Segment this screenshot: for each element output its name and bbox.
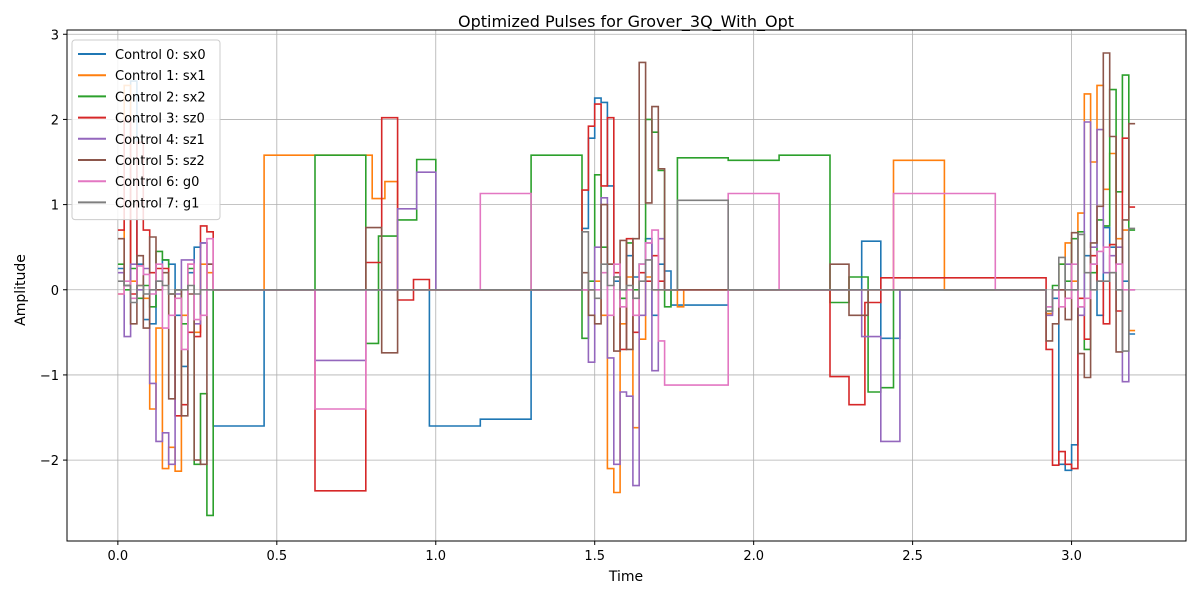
plot-frame xyxy=(66,29,1187,542)
y-tick-label: 3 xyxy=(51,28,59,43)
x-tick-label: 2.5 xyxy=(902,549,923,564)
legend-entry-control-4: Control 4: sz1 xyxy=(115,133,205,148)
x-axis-label: Time xyxy=(608,569,643,585)
x-axis-ticks: 0.0 0.5 1.0 1.5 2.0 2.5 3.0 xyxy=(108,541,1082,564)
y-tick-label: 2 xyxy=(51,113,59,128)
legend-entry-control-5: Control 5: sz2 xyxy=(115,154,205,169)
x-tick-label: 2.0 xyxy=(743,549,764,564)
y-tick-label: 0 xyxy=(51,284,59,299)
series-line-control-7 xyxy=(117,199,1136,352)
legend-entry-control-1: Control 1: sx1 xyxy=(115,69,206,84)
x-tick-label: 3.0 xyxy=(1061,549,1082,564)
x-tick-label: 1.5 xyxy=(584,549,605,564)
y-axis-label: Amplitude xyxy=(13,254,29,326)
x-tick-label: 0.0 xyxy=(108,549,129,564)
legend-box xyxy=(71,39,221,221)
y-tick-label: −2 xyxy=(40,454,59,469)
y-tick-label: −1 xyxy=(40,369,59,384)
series-line-control-6 xyxy=(117,192,1136,410)
y-axis-ticks: −2 −1 0 1 2 3 xyxy=(40,28,67,469)
legend-entry-control-6: Control 6: g0 xyxy=(115,175,199,190)
x-tick-label: 0.5 xyxy=(266,549,287,564)
legend-entry-control-3: Control 3: sz0 xyxy=(115,112,205,127)
series-lines xyxy=(117,52,1136,517)
y-tick-label: 1 xyxy=(51,199,59,214)
series-line-control-5 xyxy=(117,52,1136,466)
legend-entry-control-7: Control 7: g1 xyxy=(115,196,199,211)
legend: Control 0: sx0 Control 1: sx1 Control 2: s… xyxy=(71,39,221,221)
x-tick-label: 1.0 xyxy=(425,549,446,564)
legend-entry-control-0: Control 0: sx0 xyxy=(115,48,206,63)
chart-title: Optimized Pulses for Grover_3Q_With_Opt xyxy=(458,12,794,32)
legend-entry-control-2: Control 2: sx2 xyxy=(115,90,206,105)
